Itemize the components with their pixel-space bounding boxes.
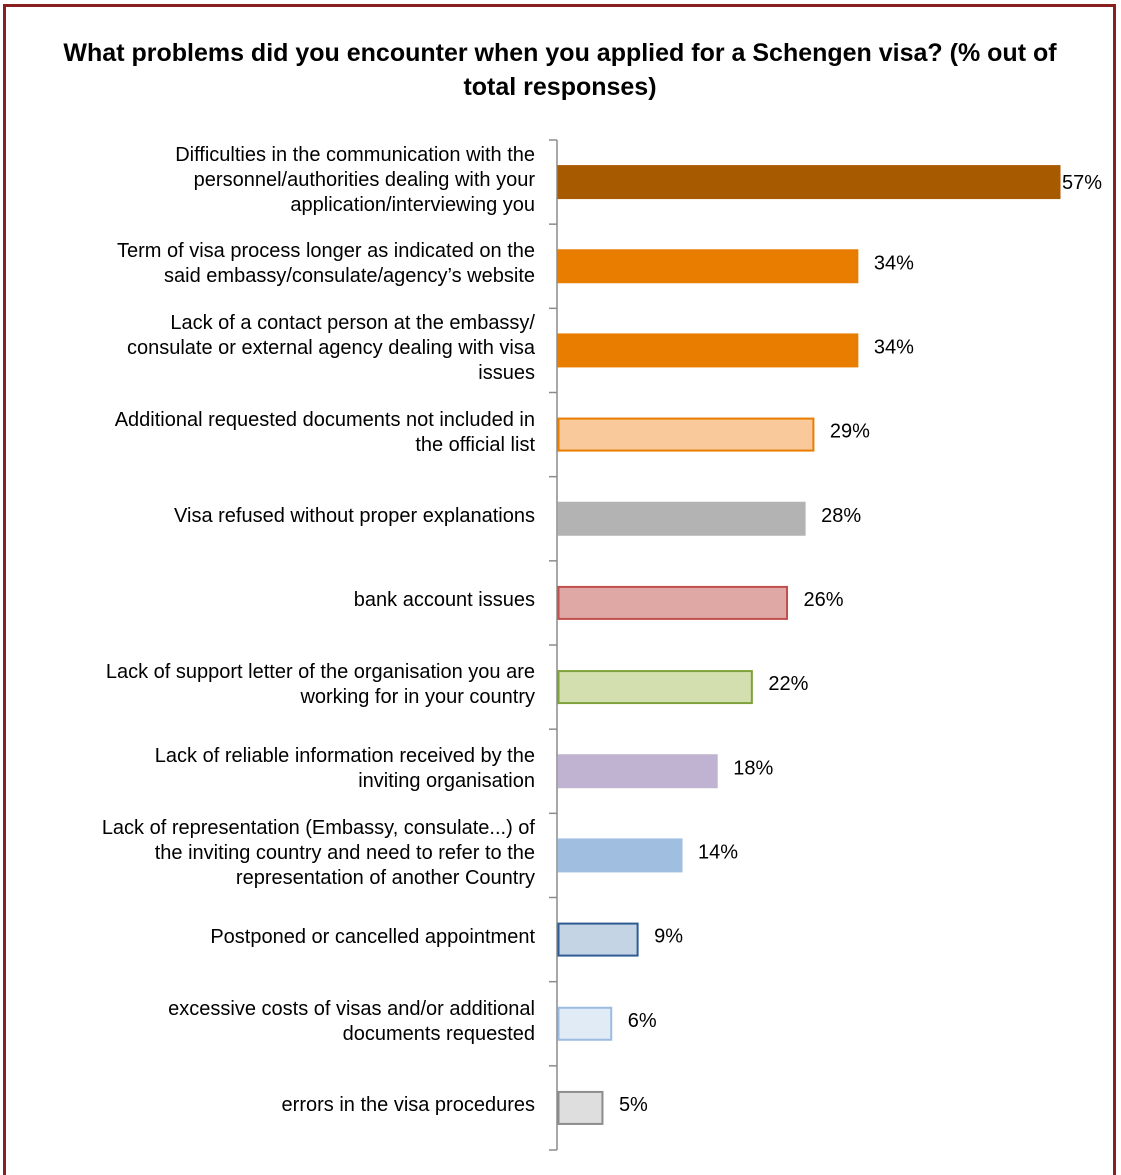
value-label: 6% — [628, 1010, 657, 1032]
category-label: errors in the visa procedures — [10, 1093, 535, 1118]
category-label-line: errors in the visa procedures — [281, 1094, 535, 1117]
bar — [557, 165, 1061, 200]
category-label: Term of visa process longer as indicated… — [10, 239, 535, 289]
category-label: Visa refused without proper explanations — [10, 504, 535, 529]
category-label-line: issues — [478, 361, 535, 384]
category-label-line: Lack of a contact person at the embassy/ — [170, 311, 535, 334]
value-label: 14% — [698, 841, 738, 863]
value-label: 57% — [1062, 172, 1102, 194]
category-label: excessive costs of visas and/or addition… — [10, 997, 535, 1047]
bar — [557, 1006, 613, 1041]
category-label-line: representation of another Country — [235, 866, 535, 889]
bar — [557, 417, 815, 452]
category-label: Lack of support letter of the organisati… — [10, 660, 535, 710]
category-label-line: the inviting country and need to refer t… — [154, 841, 535, 864]
category-label-line: consulate or external agency dealing wit… — [126, 336, 535, 359]
category-label-line: documents requested — [342, 1022, 535, 1045]
category-label: Lack of representation (Embassy, consula… — [10, 816, 535, 891]
value-label: 5% — [619, 1094, 648, 1116]
category-label-line: application/interviewing you — [290, 193, 535, 216]
category-label-line: said embassy/consulate/agency’s website — [164, 265, 535, 288]
category-label-line: Postponed or cancelled appointment — [210, 926, 535, 949]
value-label: 29% — [830, 421, 870, 443]
bar — [557, 585, 789, 620]
category-label: Difficulties in the communication with t… — [10, 143, 535, 218]
category-label-line: Term of visa process longer as indicated… — [117, 240, 535, 263]
category-label-line: Lack of representation (Embassy, consula… — [101, 816, 535, 839]
value-label: 28% — [821, 505, 861, 527]
bar — [557, 249, 859, 284]
category-label-line: excessive costs of visas and/or addition… — [168, 997, 535, 1020]
category-label-line: Lack of reliable information received by… — [154, 745, 535, 768]
value-label: 9% — [654, 926, 683, 948]
category-label: Lack of a contact person at the embassy/… — [10, 311, 535, 386]
bar — [557, 670, 753, 705]
bar — [557, 333, 859, 368]
category-label-line: inviting organisation — [358, 770, 535, 793]
bar — [557, 838, 683, 873]
value-label: 22% — [768, 673, 808, 695]
category-label: Postponed or cancelled appointment — [10, 925, 535, 950]
chart-title: What problems did you encounter when you… — [63, 39, 1057, 101]
category-label-line: Visa refused without proper explanations — [174, 505, 535, 528]
value-label: 26% — [804, 589, 844, 611]
category-label-line: the official list — [415, 433, 535, 456]
value-label: 34% — [874, 252, 914, 274]
category-label-line: Difficulties in the communication with t… — [175, 143, 535, 166]
value-label: 34% — [874, 336, 914, 358]
bar — [557, 1090, 604, 1125]
category-label-line: Lack of support letter of the organisati… — [105, 661, 535, 684]
category-label: bank account issues — [10, 588, 535, 613]
category-label-line: Additional requested documents not inclu… — [114, 408, 535, 431]
category-label: Lack of reliable information received by… — [10, 744, 535, 794]
category-label: Additional requested documents not inclu… — [10, 408, 535, 458]
category-label-line: bank account issues — [353, 589, 535, 612]
bar — [557, 754, 718, 789]
category-label-line: personnel/authorities dealing with your — [193, 168, 535, 191]
category-label-line: working for in your country — [300, 686, 535, 709]
bar — [557, 501, 806, 536]
bar — [557, 922, 639, 957]
value-label: 18% — [733, 757, 773, 779]
